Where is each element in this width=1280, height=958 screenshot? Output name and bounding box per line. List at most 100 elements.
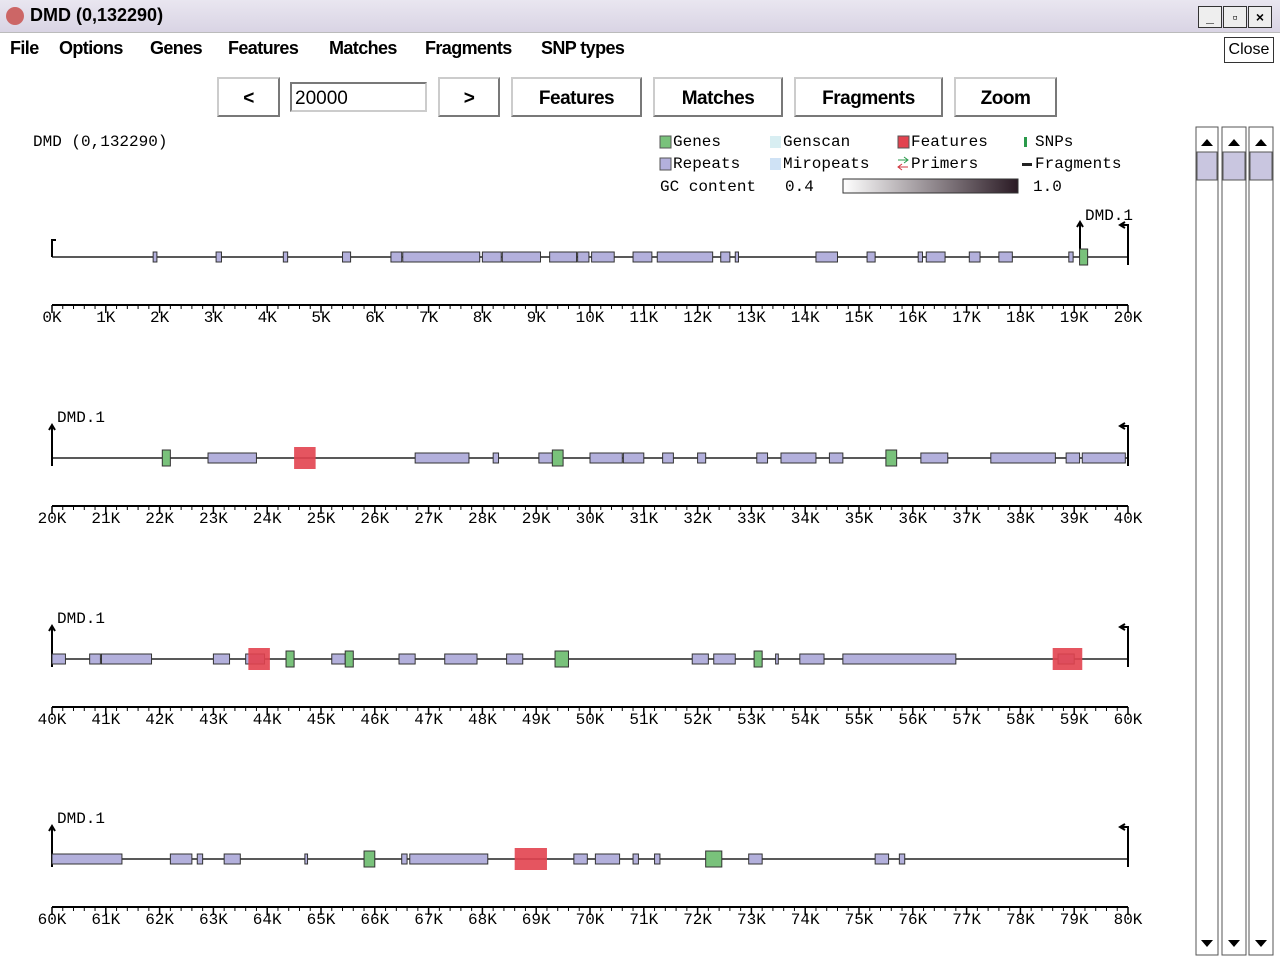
- title-bar: DMD (0,132290) _ ▫ ×: [0, 0, 1280, 33]
- repeat: [780, 452, 817, 464]
- scroll-thumb[interactable]: [1249, 151, 1273, 181]
- close-button[interactable]: Close: [1224, 37, 1274, 63]
- repeat: [501, 251, 542, 263]
- tick-label: 33K: [737, 510, 766, 528]
- tick-label: 30K: [576, 510, 605, 528]
- gc-max: 1.0: [1033, 178, 1062, 196]
- repeat: [1068, 251, 1074, 263]
- repeat: [152, 251, 158, 263]
- feature: [1052, 648, 1083, 670]
- repeat: [815, 251, 838, 263]
- tick-label: 18K: [1006, 309, 1035, 327]
- tick-label: 5K: [311, 309, 331, 327]
- repeat: [866, 251, 876, 263]
- repeat: [223, 853, 241, 865]
- gene: [285, 650, 295, 668]
- tick-label: 78K: [1006, 911, 1035, 929]
- repeat: [549, 251, 578, 263]
- tick-label: 46K: [360, 711, 389, 729]
- scroll-thumb[interactable]: [1222, 151, 1246, 181]
- legend-label: Features: [911, 133, 988, 151]
- toolbar-button[interactable]: Features: [511, 77, 642, 117]
- menu-item[interactable]: Fragments: [425, 38, 512, 58]
- feature: [294, 447, 316, 469]
- tick-label: 40K: [38, 711, 67, 729]
- repeat: [917, 251, 923, 263]
- legend-swatch: [770, 158, 781, 170]
- menu-item[interactable]: File: [10, 38, 39, 58]
- scroll-arrows[interactable]: [1201, 139, 1267, 947]
- tick-label: 66K: [360, 911, 389, 929]
- tick-label: 59K: [1060, 711, 1089, 729]
- scrollbar[interactable]: [1221, 126, 1247, 956]
- repeat: [444, 653, 478, 665]
- tick-label: 9K: [527, 309, 547, 327]
- next-button[interactable]: >: [438, 77, 500, 117]
- legend-label: Genscan: [783, 133, 850, 151]
- repeat: [662, 452, 674, 464]
- legend-swatch: [898, 156, 909, 164]
- repeat: [589, 452, 623, 464]
- menu-item[interactable]: Genes: [150, 38, 203, 58]
- tick-label: 37K: [952, 510, 981, 528]
- gene: [705, 850, 723, 868]
- repeat: [402, 251, 481, 263]
- repeat: [622, 452, 645, 464]
- toolbar-button[interactable]: Matches: [653, 77, 783, 117]
- tick-label: 24K: [253, 510, 282, 528]
- menu-item[interactable]: SNP types: [541, 38, 625, 58]
- menu-item[interactable]: Matches: [329, 38, 397, 58]
- gene: [885, 449, 898, 467]
- scrollbar[interactable]: [1195, 126, 1219, 956]
- tick-label: 32K: [683, 510, 712, 528]
- gene: [753, 650, 763, 668]
- tick-label: 61K: [91, 911, 120, 929]
- track: DMD.1 60K 61K 62K 63K 64K 65K 66K 67K 68K 69K 70K 71…: [38, 810, 1143, 929]
- close-window-button[interactable]: ×: [1248, 6, 1272, 28]
- tick-label: 56K: [898, 711, 927, 729]
- tick-label: 43K: [199, 711, 228, 729]
- step-input[interactable]: 20000: [290, 82, 427, 112]
- prev-button[interactable]: <: [217, 77, 280, 117]
- legend-swatch: [659, 157, 672, 171]
- scroll-thumb[interactable]: [1196, 151, 1218, 181]
- gene: [554, 650, 569, 668]
- tick-label: 44K: [253, 711, 282, 729]
- tick-label: 50K: [576, 711, 605, 729]
- legend-swatch: [659, 135, 672, 149]
- repeat: [925, 251, 946, 263]
- scrollbar[interactable]: [1248, 126, 1274, 956]
- tick-label: 8K: [473, 309, 493, 327]
- repeat: [775, 653, 779, 665]
- tick-label: 60K: [38, 911, 67, 929]
- tick-label: 73K: [737, 911, 766, 929]
- repeat: [506, 653, 524, 665]
- tick-label: 75K: [845, 911, 874, 929]
- gc-label: GC content: [660, 178, 756, 196]
- track: DMD.1 0K 1K 2K 3K 4K 5K 6K 7K 8K 9K 10K 11K 12K 13K 14K…: [42, 207, 1142, 327]
- gene: [363, 850, 376, 868]
- tick-label: 6K: [365, 309, 385, 327]
- track-start: [51, 239, 56, 257]
- menu-item[interactable]: Features: [228, 38, 299, 58]
- tick-label: 3K: [204, 309, 224, 327]
- menu-item[interactable]: Options: [59, 38, 123, 58]
- toolbar-button[interactable]: Fragments: [794, 77, 943, 117]
- repeat: [481, 251, 502, 263]
- repeat: [212, 653, 231, 665]
- tick-label: 63K: [199, 911, 228, 929]
- toolbar-button[interactable]: Zoom: [954, 77, 1057, 117]
- repeat: [169, 853, 193, 865]
- repeat: [874, 853, 890, 865]
- repeat: [196, 853, 204, 865]
- minimize-button[interactable]: _: [1198, 6, 1222, 28]
- legend-label: Fragments: [1035, 155, 1121, 173]
- legend-swatch: [897, 163, 908, 171]
- repeat: [573, 853, 588, 865]
- track-end: [1118, 422, 1129, 466]
- repeat: [331, 653, 346, 665]
- maximize-button[interactable]: ▫: [1223, 6, 1247, 28]
- repeat: [990, 452, 1056, 464]
- repeat: [748, 853, 763, 865]
